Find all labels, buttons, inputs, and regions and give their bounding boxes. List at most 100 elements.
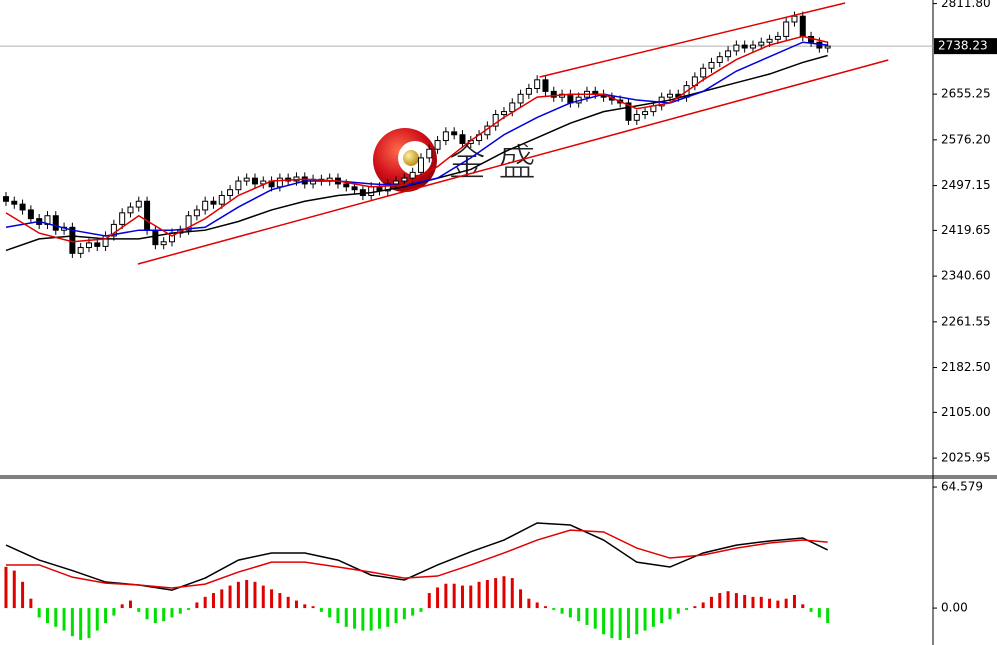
histogram-bar [726,591,730,609]
histogram-bar [527,598,531,609]
candle-body [85,242,92,249]
histogram-bar [560,608,564,614]
histogram-bar [328,608,332,618]
candle-body [94,242,101,247]
candle-body [434,140,441,150]
candle-body [500,111,507,116]
histogram-bar [145,608,149,620]
histogram-bar [394,608,398,624]
y-tick-label: 0.00 [941,601,968,615]
histogram-bar [460,585,464,609]
candle-body [824,45,831,49]
candle-body [625,102,632,121]
histogram-bar [21,581,25,609]
candle-body [542,79,549,92]
candle-body [509,102,516,113]
histogram-bar [502,576,506,609]
candle-body [426,148,433,159]
candle-body [799,15,806,37]
histogram-bar [776,600,780,609]
histogram-bar [585,608,589,625]
histogram-bar [485,579,489,609]
candle-body [2,196,9,202]
histogram-bar [95,608,99,631]
histogram-bar [494,578,498,609]
histogram-bar [602,608,606,635]
candle-body [160,241,167,246]
histogram-bar [469,585,473,609]
histogram-bar [701,602,705,609]
histogram-bar [104,608,108,624]
histogram-bar [211,593,215,609]
histogram-bar [253,581,257,609]
histogram-bar [743,594,747,609]
histogram-bar [402,608,406,620]
histogram-bar [37,608,41,618]
y-tick-label: 2576.20 [941,132,991,146]
histogram-bar [519,589,523,609]
candle-body [716,56,723,63]
histogram-bar [4,566,8,609]
histogram-bar [643,608,647,631]
candle-body [492,114,499,127]
histogram-bar [543,606,547,609]
candle-body [783,21,790,37]
candle-body [69,226,76,254]
histogram-bar [801,604,805,609]
histogram-bar [178,608,182,614]
histogram-bar [436,587,440,609]
candle-body [700,67,707,78]
histogram-bar [452,583,456,609]
logo [373,128,437,192]
histogram-bar [228,585,232,609]
histogram-bar [535,602,539,609]
candle-body [459,134,466,144]
histogram-bar [270,589,274,609]
candle-body [218,194,225,205]
histogram-bar [336,608,340,624]
histogram-bar [311,606,315,609]
candle-body [276,177,283,188]
candle-body [534,79,541,89]
trend-line [137,59,889,265]
candle-body [567,93,574,104]
histogram-bar [635,608,639,635]
candle-body [19,203,26,211]
candle-body [451,131,458,136]
candle-body [185,215,192,231]
histogram-bar [62,608,66,631]
candle-body [642,111,649,116]
histogram-bar [386,608,390,627]
histogram-bar [734,593,738,609]
histogram-bar [668,608,672,620]
candle-body [343,183,350,188]
candle-body [202,200,209,211]
histogram-bar [54,608,58,627]
histogram-bar [220,589,224,609]
candle-body [666,93,673,98]
histogram-bar [660,608,664,624]
y-tick-label: 2419.65 [941,223,991,237]
histogram-bar [817,608,821,618]
candle-body [52,215,59,231]
histogram-bar [477,581,481,609]
histogram-bar [29,598,33,609]
candle-body [384,183,391,192]
histogram-bar [87,608,91,639]
histogram-bar [577,608,581,622]
candle-body [243,177,250,182]
candle-body [733,44,740,52]
histogram-bar [245,579,249,609]
candle-body [251,177,258,185]
moving-average [5,35,828,243]
histogram-bar [685,608,689,610]
y-tick-label: 2811.80 [941,0,991,10]
histogram-bar [568,608,572,618]
candle-body [144,200,151,231]
histogram-bar [792,594,796,609]
macd-line [5,529,828,589]
histogram-bar [12,570,16,609]
y-tick-label: 2655.25 [941,87,991,101]
candle-body [351,186,358,191]
histogram-bar [70,608,74,637]
